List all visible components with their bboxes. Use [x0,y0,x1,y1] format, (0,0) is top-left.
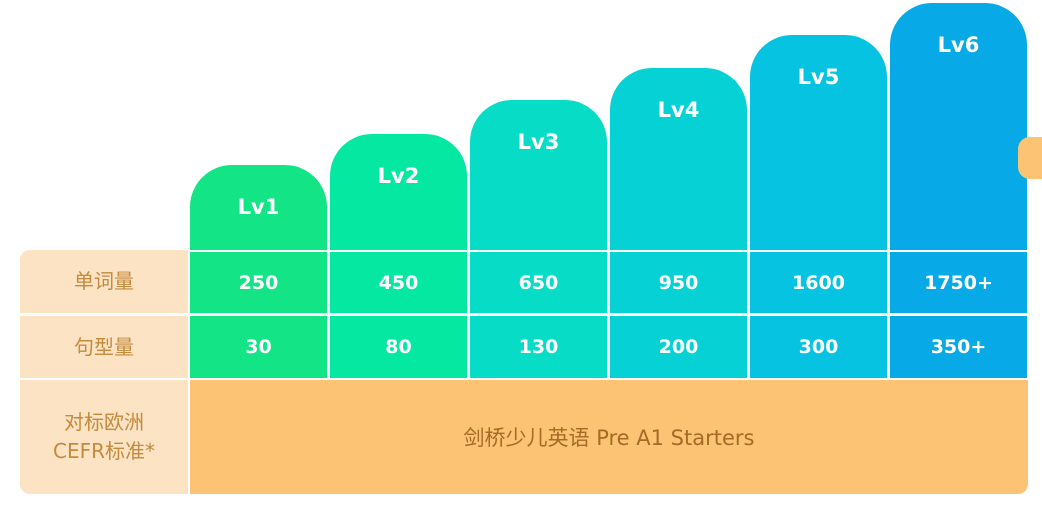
patterns-cell-4: 200 [610,316,747,378]
words-cell-2: 450 [330,252,467,313]
words-cell-3: 650 [470,252,607,313]
level-header-2: Lv2 [330,134,467,250]
words-cell-1: 250 [190,252,327,313]
level-label: Lv2 [377,164,420,188]
level-header-1: Lv1 [190,165,327,250]
words-cell-5: 1600 [750,252,887,313]
level-header-4: Lv4 [610,68,747,250]
level-label: Lv3 [517,130,560,154]
words-cell-4: 950 [610,252,747,313]
level-label: Lv5 [797,65,840,89]
row-header-cefr-line1: 对标欧洲 [64,410,144,434]
level-label: Lv6 [937,33,980,57]
row-header-words: 单词量 [20,250,188,313]
level-label: Lv4 [657,98,700,122]
patterns-cell-6: 350+ [890,316,1027,378]
row-header-cefr: 对标欧洲 CEFR标准* [20,380,188,494]
words-cell-6: 1750+ [890,252,1027,313]
row-divider [20,378,1028,380]
patterns-cell-5: 300 [750,316,887,378]
row-header-cefr-line2: CEFR标准* [52,439,155,463]
level-header-3: Lv3 [470,100,607,250]
level-header-5: Lv5 [750,35,887,250]
cefr-band: 剑桥少儿英语 Pre A1 Starters [190,380,1028,494]
row-header-words-label: 单词量 [74,269,134,293]
level-header-6: Lv6 [890,3,1027,250]
row-divider [20,313,1028,315]
side-tab [1018,137,1042,179]
row-header-patterns-label: 句型量 [74,334,134,359]
column-divider [188,250,190,494]
row-header-patterns: 句型量 [20,316,188,378]
patterns-cell-2: 80 [330,316,467,378]
cefr-band-label: 剑桥少儿英语 Pre A1 Starters [463,426,755,450]
patterns-cell-3: 130 [470,316,607,378]
patterns-cell-1: 30 [190,316,327,378]
level-label: Lv1 [237,195,280,219]
